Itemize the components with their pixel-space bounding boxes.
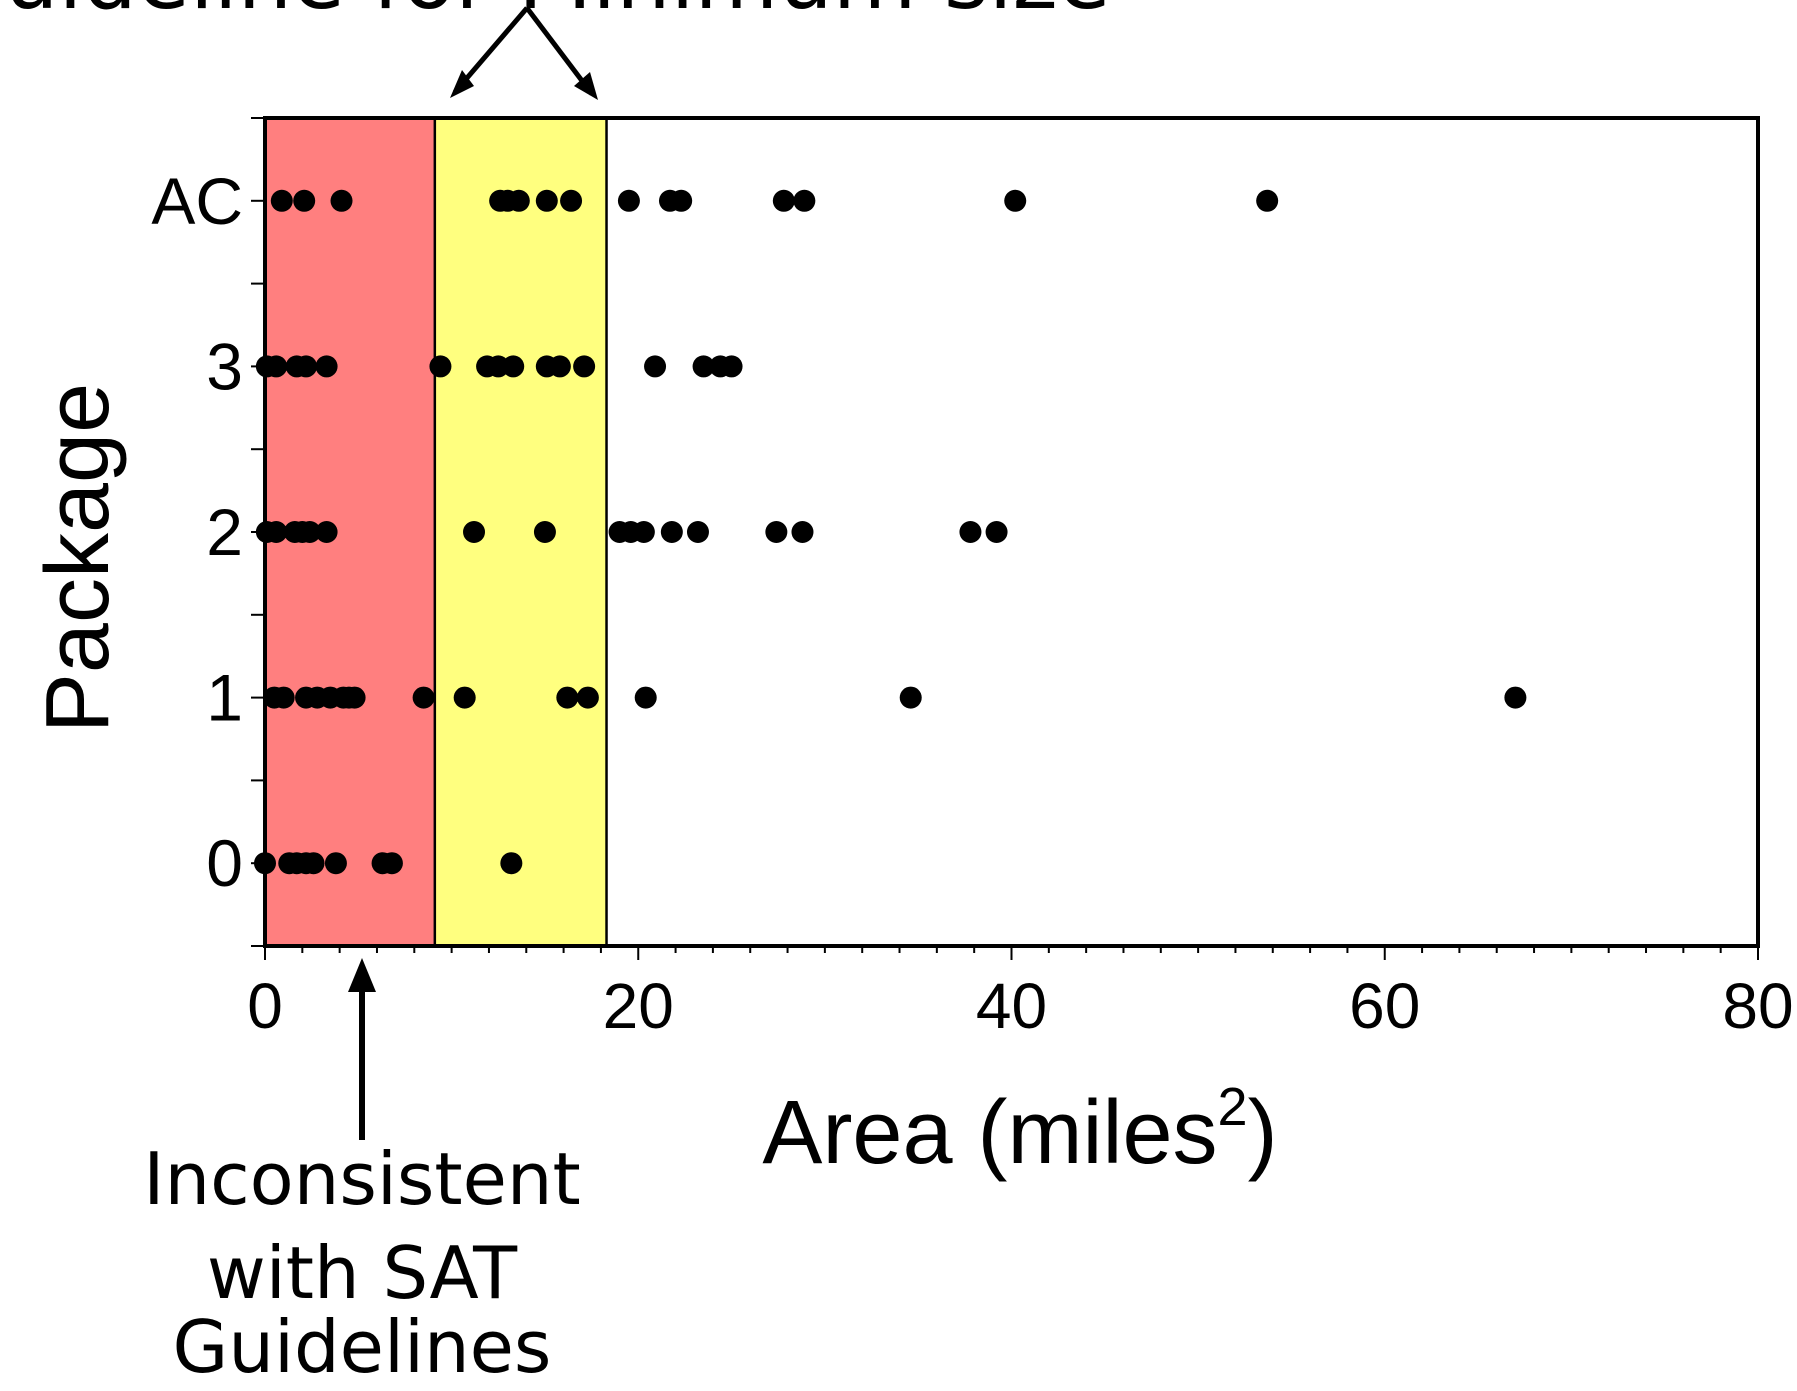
y-tick-label: 3	[206, 329, 243, 403]
data-point	[573, 355, 596, 378]
data-point	[293, 189, 316, 212]
x-tick-label: 60	[1349, 970, 1420, 1042]
data-point	[507, 189, 530, 212]
data-point	[632, 521, 655, 543]
data-point	[343, 686, 366, 709]
y-tick-label: 2	[206, 495, 243, 569]
y-tick-label: 0	[206, 826, 243, 900]
data-point	[634, 686, 657, 709]
data-point	[324, 852, 347, 875]
x-axis-label-superscript: 2	[1218, 1077, 1248, 1137]
band-1	[434, 118, 607, 946]
y-axis-label: Package	[28, 383, 128, 733]
data-points	[254, 189, 1527, 875]
y-tick-label: 1	[206, 661, 243, 735]
annotation-arrowhead	[348, 958, 376, 992]
data-point	[670, 189, 693, 212]
data-point	[315, 355, 338, 378]
data-point	[254, 852, 276, 875]
x-tick-label: 20	[603, 970, 674, 1042]
y-axis-ticks: 0 1 2 3 AC	[151, 117, 265, 947]
data-point	[660, 521, 683, 543]
data-point	[265, 521, 288, 543]
data-point	[500, 852, 523, 875]
annotation-line-2: with SAT	[207, 1231, 518, 1315]
band-borders	[433, 118, 608, 946]
data-point	[793, 189, 816, 212]
data-point	[644, 355, 667, 378]
x-tick-label: 40	[976, 970, 1047, 1042]
data-point	[302, 852, 325, 875]
data-point	[270, 189, 293, 212]
x-tick-label: 0	[247, 970, 283, 1042]
data-point	[412, 686, 435, 709]
top-caption-partial: guideline for Minimum size	[0, 0, 1111, 29]
data-point	[899, 686, 922, 709]
data-point	[535, 189, 558, 212]
data-point	[1504, 686, 1527, 709]
data-point	[772, 189, 795, 212]
data-point	[1004, 189, 1027, 212]
data-point	[272, 686, 295, 709]
data-point	[315, 521, 338, 543]
range-arrowheads	[450, 70, 598, 100]
annotation-line-3: Guidelines	[173, 1305, 552, 1389]
data-point	[576, 686, 599, 709]
data-point	[720, 355, 743, 378]
data-point	[556, 686, 579, 709]
data-point	[765, 521, 788, 543]
data-point	[380, 852, 403, 875]
x-axis-label-main: Area (miles	[762, 1083, 1217, 1183]
x-axis-label: Area (miles2)	[762, 1077, 1277, 1183]
y-tick-label: AC	[151, 164, 243, 238]
data-point	[502, 355, 525, 378]
x-axis-ticks: 0 20 40 60 80	[247, 946, 1794, 1042]
annotation-line-1: Inconsistent	[143, 1137, 581, 1221]
data-point	[533, 521, 556, 543]
data-point	[1256, 189, 1279, 212]
data-point	[429, 355, 452, 378]
data-point	[298, 521, 321, 543]
data-point	[985, 521, 1008, 543]
data-point	[463, 521, 486, 543]
x-tick-label: 80	[1722, 970, 1793, 1042]
data-point	[791, 521, 814, 543]
data-point	[295, 355, 318, 378]
data-point	[686, 521, 709, 543]
data-point	[265, 355, 288, 378]
data-point	[959, 521, 982, 543]
data-point	[692, 355, 715, 378]
data-point	[548, 355, 571, 378]
data-point	[617, 189, 640, 212]
data-point	[560, 189, 583, 212]
x-axis-label-close: )	[1248, 1083, 1278, 1183]
data-point	[453, 686, 476, 709]
data-point	[330, 189, 353, 212]
